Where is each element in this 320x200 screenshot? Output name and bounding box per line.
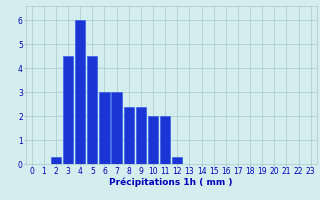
- Bar: [136, 107, 146, 164]
- Bar: [148, 116, 158, 164]
- Bar: [124, 107, 134, 164]
- Bar: [160, 116, 170, 164]
- Bar: [111, 92, 122, 164]
- Bar: [99, 92, 110, 164]
- Bar: [63, 56, 73, 164]
- Bar: [172, 157, 182, 164]
- Bar: [87, 56, 98, 164]
- X-axis label: Précipitations 1h ( mm ): Précipitations 1h ( mm ): [109, 177, 233, 187]
- Bar: [75, 20, 85, 164]
- Bar: [51, 157, 61, 164]
